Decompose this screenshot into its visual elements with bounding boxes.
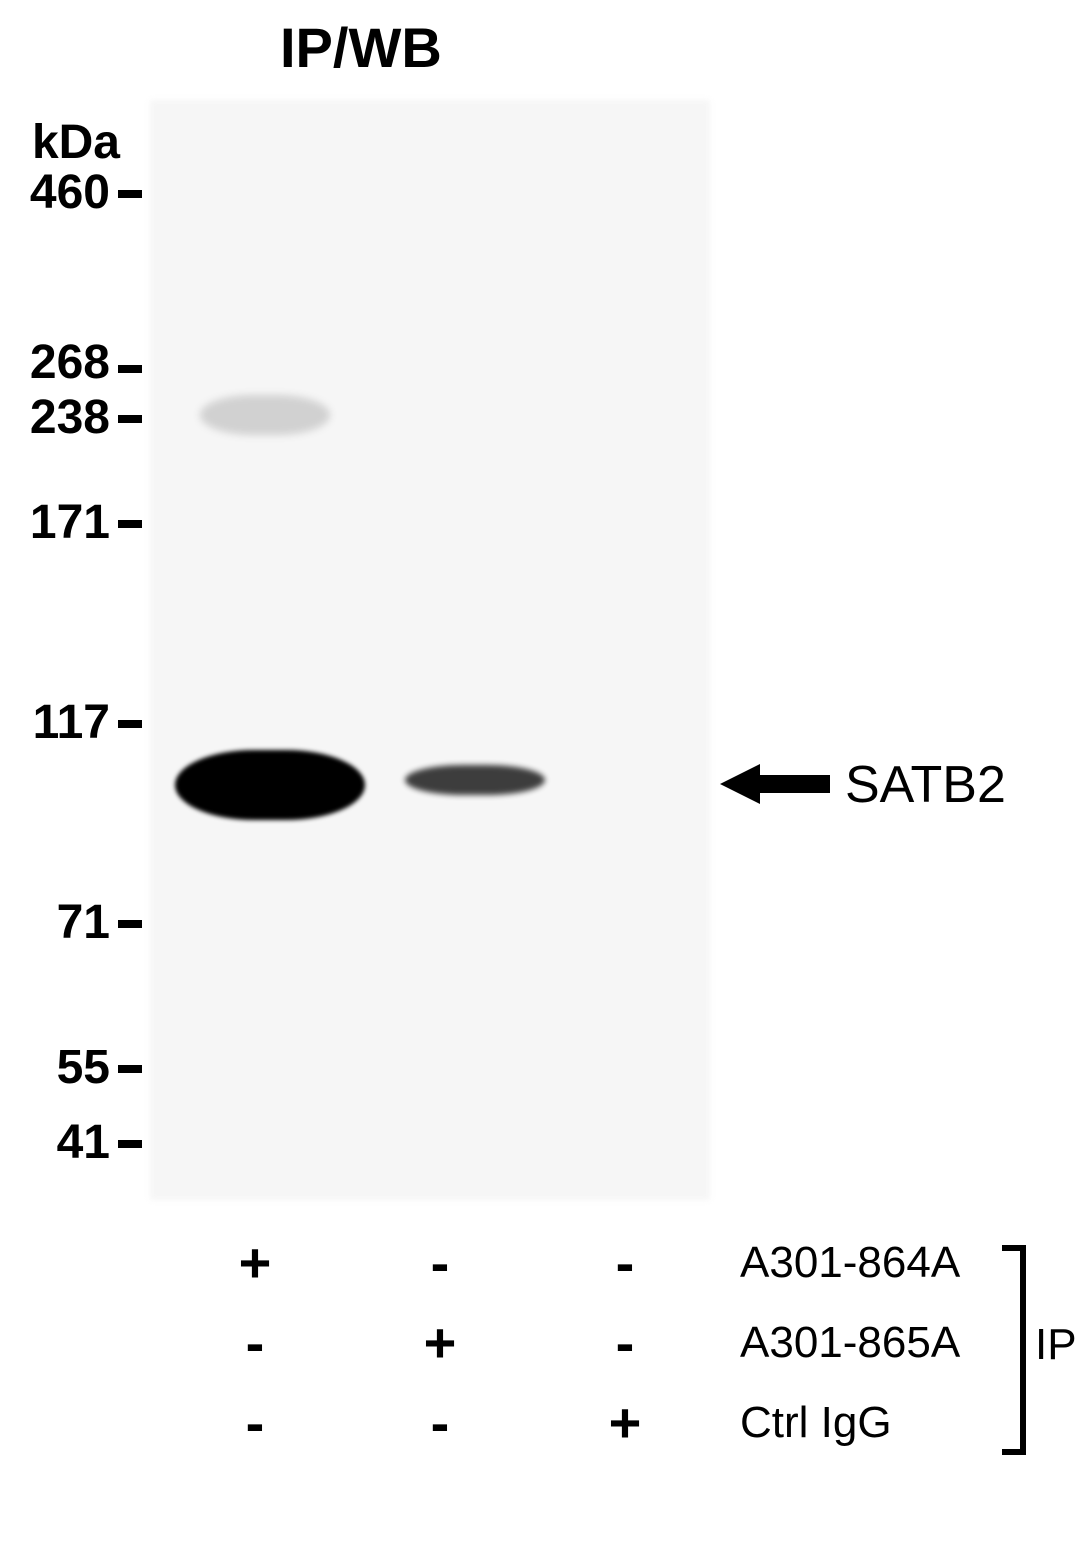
lane-sym: -	[605, 1310, 645, 1375]
mw-tick-label: 71	[0, 895, 110, 950]
mw-tick	[118, 1065, 142, 1073]
lane-sym: -	[420, 1390, 460, 1455]
mw-tick	[118, 415, 142, 423]
lane-sym: -	[235, 1310, 275, 1375]
faint-band	[200, 395, 330, 435]
mw-tick-label: 171	[0, 495, 110, 550]
mw-tick-label: 117	[0, 695, 110, 750]
ip-group-label: IP	[1035, 1320, 1077, 1370]
mw-tick	[118, 190, 142, 198]
lane-sym: +	[235, 1230, 275, 1295]
figure-title: IP/WB	[280, 15, 442, 80]
ip-bracket	[1020, 1245, 1026, 1455]
lane-sym: -	[235, 1390, 275, 1455]
mw-tick-label: 460	[0, 165, 110, 220]
band-lane1-satb2	[175, 750, 365, 820]
mw-tick	[118, 365, 142, 373]
ip-antibody-label: Ctrl IgG	[740, 1398, 892, 1448]
mw-tick	[118, 1140, 142, 1148]
mw-tick-label: 268	[0, 335, 110, 390]
lane-sym: -	[605, 1230, 645, 1295]
mw-tick-label: 238	[0, 390, 110, 445]
arrow-shaft	[760, 775, 830, 793]
mw-tick	[118, 920, 142, 928]
ip-antibody-label: A301-864A	[740, 1238, 960, 1288]
blot-membrane	[150, 100, 710, 1200]
lane-sym: +	[605, 1390, 645, 1455]
mw-tick-label: 41	[0, 1115, 110, 1170]
ip-antibody-label: A301-865A	[740, 1318, 960, 1368]
target-protein-label: SATB2	[845, 755, 1006, 815]
ip-bracket-stub	[1002, 1449, 1020, 1455]
mw-tick	[118, 520, 142, 528]
mw-tick-label: 55	[0, 1040, 110, 1095]
arrow-head-icon	[720, 764, 760, 804]
mw-unit-label: kDa	[0, 115, 120, 170]
mw-tick	[118, 720, 142, 728]
ip-bracket-stub	[1002, 1245, 1020, 1251]
target-arrow	[720, 764, 830, 804]
band-lane2-satb2	[405, 765, 545, 795]
lane-sym: +	[420, 1310, 460, 1375]
lane-sym: -	[420, 1230, 460, 1295]
